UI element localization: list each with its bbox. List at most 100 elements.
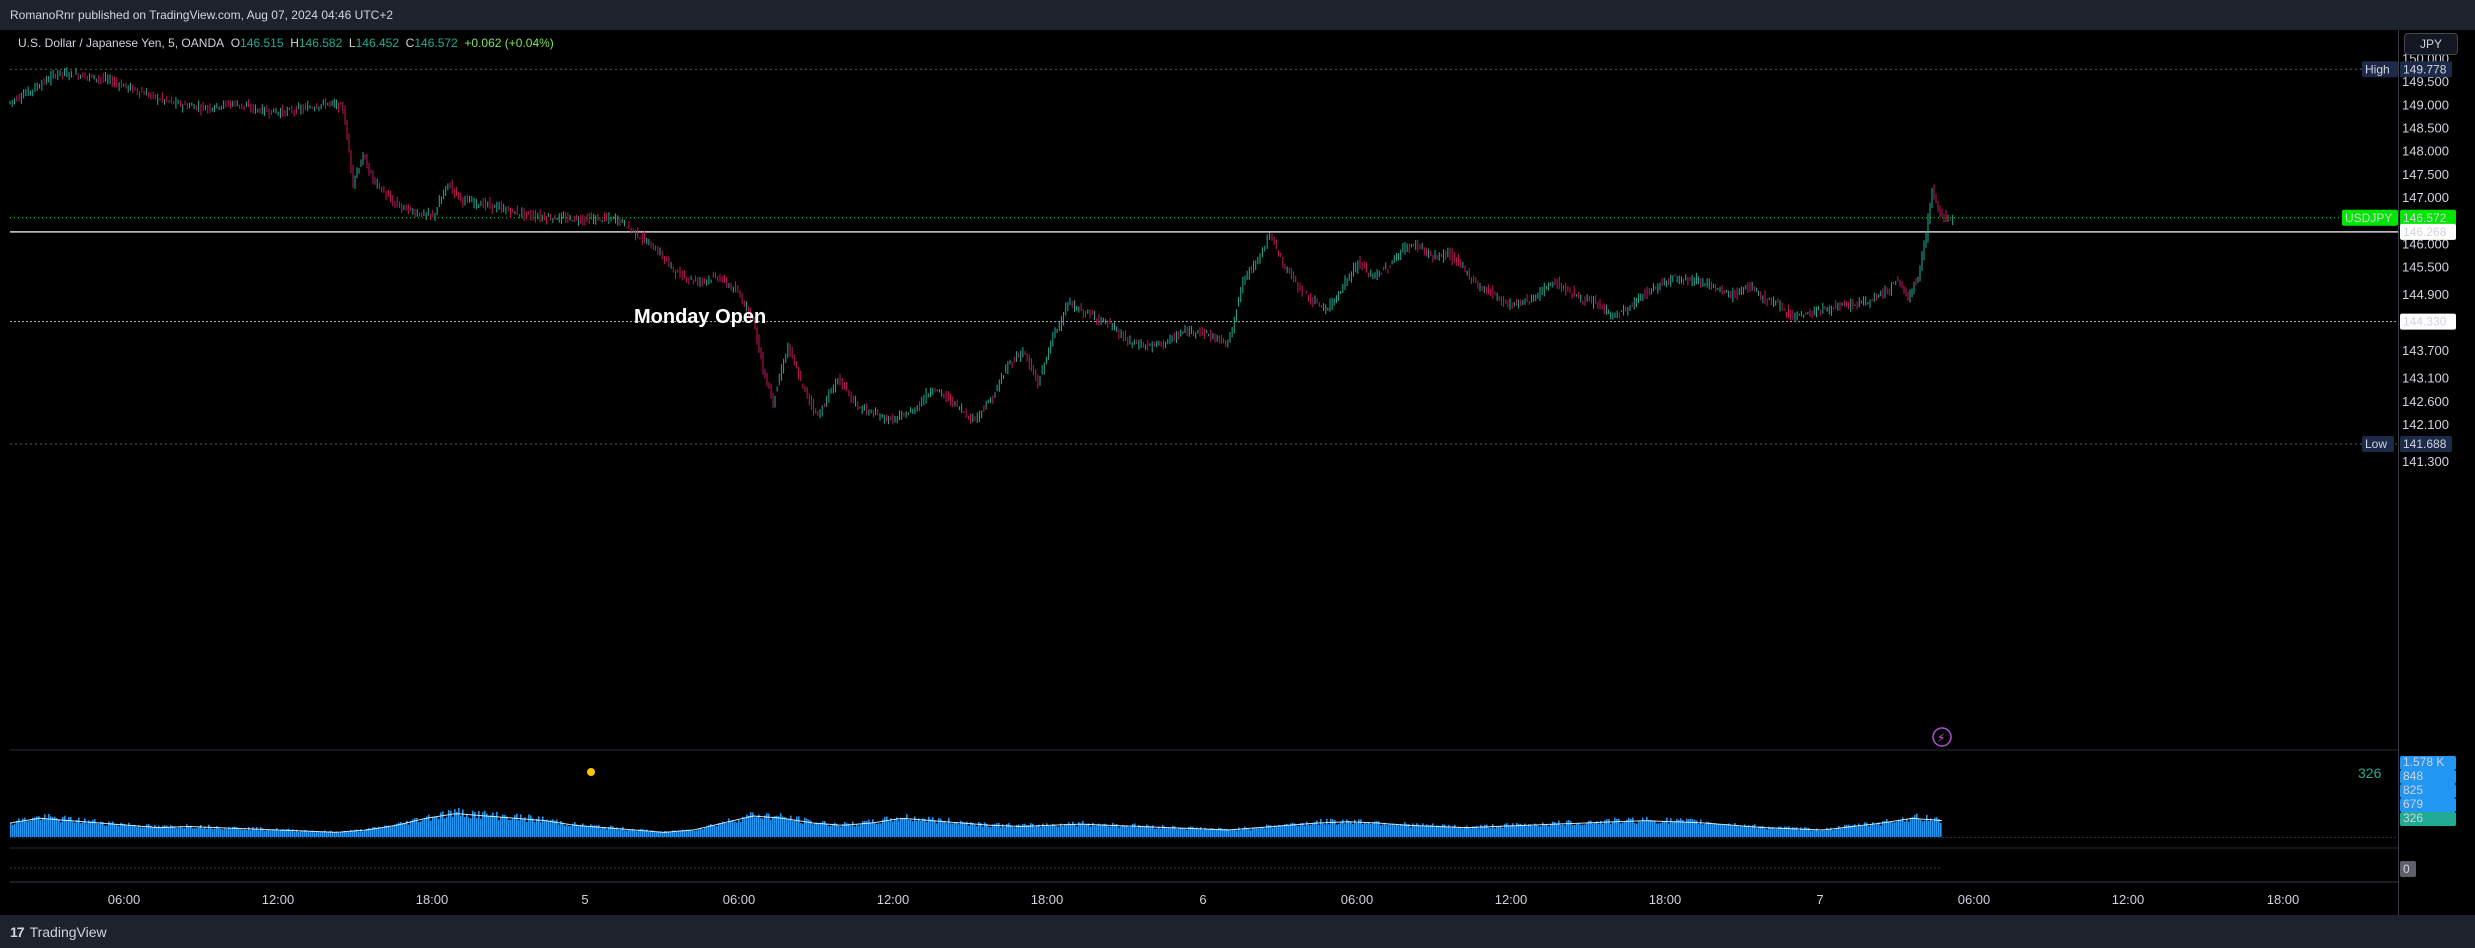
- volume-bar: [760, 818, 762, 837]
- volume-bar: [768, 813, 770, 837]
- tradingview-logo-icon: 17: [10, 924, 25, 940]
- volume-bar: [208, 824, 210, 837]
- volume-bar: [184, 828, 186, 837]
- volume-bar: [130, 825, 132, 837]
- volume-bar: [1380, 825, 1382, 837]
- volume-bar: [1276, 826, 1278, 837]
- volume-bar: [26, 821, 28, 837]
- volume-bar: [1476, 826, 1478, 837]
- volume-bar: [246, 829, 248, 837]
- chart-pane[interactable]: [10, 30, 2398, 915]
- volume-bar: [1744, 824, 1746, 837]
- volume-bar: [1246, 827, 1248, 837]
- volume-bar: [1702, 824, 1704, 837]
- volume-bar: [32, 817, 34, 837]
- time-tick: 5: [581, 892, 588, 907]
- volume-bar: [1430, 825, 1432, 837]
- volume-bar: [24, 817, 26, 837]
- volume-bar: [622, 826, 624, 837]
- volume-bar: [1096, 825, 1098, 837]
- volume-bar: [146, 824, 148, 837]
- volume-bar: [1050, 825, 1052, 837]
- volume-bar: [738, 819, 740, 837]
- volume-bar: [242, 829, 244, 837]
- volume-bar: [750, 812, 752, 837]
- volume-bar: [646, 829, 648, 837]
- volume-bar: [278, 830, 280, 837]
- volume-bar: [1020, 825, 1022, 837]
- footer-bar: 17 TradingView: [0, 915, 2475, 948]
- volume-bar: [1300, 823, 1302, 837]
- volume-bar: [194, 828, 196, 837]
- currency-button[interactable]: JPY: [2404, 33, 2458, 55]
- volume-bar: [1538, 826, 1540, 837]
- volume-bar: [920, 820, 922, 837]
- volume-bar: [1104, 823, 1106, 837]
- volume-bar: [332, 832, 334, 837]
- volume-bar: [414, 818, 416, 837]
- volume-bar: [1148, 825, 1150, 837]
- volume-bar: [1918, 819, 1920, 837]
- volume-bar: [608, 827, 610, 837]
- volume-bar: [780, 813, 782, 837]
- volume-bar: [1312, 823, 1314, 837]
- volume-bar: [248, 827, 250, 837]
- volume-bar: [500, 817, 502, 837]
- volume-bar: [1928, 820, 1930, 837]
- tradingview-logo[interactable]: 17 TradingView: [10, 924, 107, 940]
- volume-bar: [894, 819, 896, 837]
- volume-bar: [1372, 822, 1374, 837]
- volume-bar: [874, 823, 876, 837]
- volume-bar: [1284, 824, 1286, 837]
- volume-bar: [1726, 824, 1728, 837]
- volume-bar: [1024, 823, 1026, 837]
- volume-bar: [962, 821, 964, 837]
- volume-bar: [478, 810, 480, 837]
- volume-axis-label: 848: [2403, 769, 2423, 783]
- volume-bar: [1608, 819, 1610, 837]
- volume-bar: [1492, 824, 1494, 837]
- volume-bars: [10, 807, 1942, 837]
- volume-bar: [614, 828, 616, 837]
- volume-bar: [1126, 825, 1128, 837]
- volume-bar: [1552, 821, 1554, 837]
- volume-bar: [1614, 817, 1616, 837]
- volume-bar: [830, 825, 832, 837]
- volume-bar: [1012, 827, 1014, 837]
- volume-bar: [1590, 820, 1592, 837]
- volume-bar: [1044, 826, 1046, 837]
- volume-bar: [302, 831, 304, 837]
- volume-bar: [1464, 826, 1466, 837]
- volume-bar: [1672, 822, 1674, 837]
- volume-bar: [424, 818, 426, 837]
- volume-bar: [1354, 819, 1356, 837]
- volume-bar: [180, 826, 182, 837]
- volume-bar: [1288, 825, 1290, 837]
- volume-bar: [176, 828, 178, 837]
- volume-bar: [188, 826, 190, 837]
- symbol-name[interactable]: U.S. Dollar / Japanese Yen, 5, OANDA: [18, 36, 225, 50]
- volume-bar: [946, 822, 948, 837]
- volume-bar: [660, 831, 662, 837]
- volume-bar: [274, 829, 276, 837]
- volume-bar: [1936, 817, 1938, 837]
- volume-bar: [918, 818, 920, 837]
- volume-bar: [1330, 818, 1332, 837]
- volume-bar: [576, 824, 578, 837]
- volume-bar: [1940, 822, 1942, 837]
- volume-bar: [1814, 830, 1816, 837]
- volume-bar: [1664, 820, 1666, 837]
- volume-bar: [356, 829, 358, 837]
- volume-bar: [1410, 827, 1412, 837]
- volume-bar: [368, 828, 370, 837]
- volume-bar: [870, 823, 872, 837]
- volume-bar: [1762, 825, 1764, 837]
- volume-bar: [1274, 825, 1276, 837]
- volume-bar: [882, 819, 884, 837]
- symbol-legend[interactable]: U.S. Dollar / Japanese Yen, 5, OANDA O14…: [18, 36, 554, 50]
- volume-bar: [546, 819, 548, 837]
- volume-bar: [1836, 828, 1838, 837]
- volume-bar: [676, 831, 678, 837]
- volume-bar: [30, 820, 32, 837]
